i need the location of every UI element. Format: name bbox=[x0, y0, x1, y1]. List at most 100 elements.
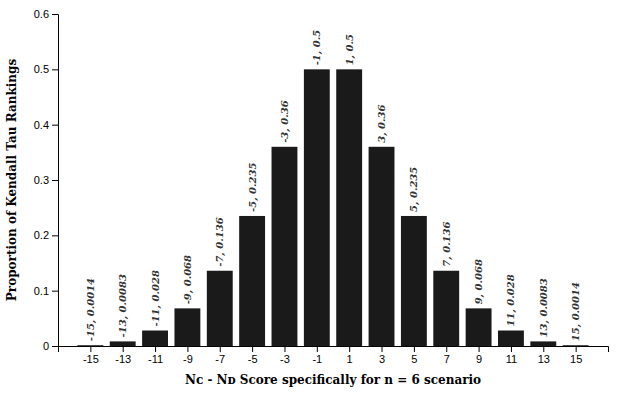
annotation: 7, 0.136 bbox=[441, 221, 453, 266]
x-tick-label: -7 bbox=[215, 353, 225, 365]
x-tick: 5 bbox=[411, 346, 417, 365]
x-tick-mark bbox=[284, 346, 285, 352]
x-tick: 15 bbox=[570, 346, 582, 365]
x-axis-title: Nᴄ - Nᴅ Score specifically for n = 6 sce… bbox=[185, 373, 481, 387]
x-tick-label: -9 bbox=[183, 353, 193, 365]
annotation: 1, 0.5 bbox=[344, 34, 356, 65]
x-tick: -9 bbox=[183, 346, 193, 365]
bar bbox=[433, 271, 459, 346]
x-tick-label: 9 bbox=[476, 353, 482, 365]
y-tick-mark bbox=[52, 125, 58, 126]
x-tick-mark bbox=[479, 346, 480, 352]
x-tick: -13 bbox=[115, 346, 131, 365]
x-tick-mark bbox=[382, 346, 383, 352]
y-axis: 0 0.1 0.2 0.3 0.4 0.5 0.6 bbox=[34, 8, 59, 352]
bar bbox=[77, 345, 103, 346]
x-tick-mark bbox=[123, 346, 124, 352]
bar bbox=[272, 147, 298, 346]
x-tick-mark bbox=[252, 346, 253, 352]
annotation: -3, 0.36 bbox=[279, 100, 291, 142]
y-tick-mark bbox=[52, 346, 58, 347]
y-tick-label: 0.6 bbox=[34, 8, 49, 20]
annotation: -11, 0.028 bbox=[150, 270, 162, 326]
x-tick-label: 15 bbox=[570, 353, 582, 365]
x-tick: 7 bbox=[444, 346, 450, 365]
x-tick: -11 bbox=[148, 346, 163, 365]
bar bbox=[369, 147, 395, 346]
bar bbox=[401, 216, 427, 346]
x-tick-label: -5 bbox=[248, 353, 258, 365]
y-axis-line bbox=[52, 15, 59, 347]
x-tick-mark bbox=[511, 346, 512, 352]
y-tick-mark bbox=[52, 235, 58, 236]
bar bbox=[530, 341, 556, 346]
annotation: -9, 0.068 bbox=[182, 255, 194, 304]
x-tick-mark bbox=[414, 346, 415, 352]
x-axis-line bbox=[59, 347, 609, 353]
x-tick-label: 13 bbox=[538, 353, 550, 365]
annotation: -13, 0.0083 bbox=[117, 274, 129, 337]
x-tick-label: -15 bbox=[83, 353, 99, 365]
bar bbox=[207, 271, 233, 346]
x-tick-mark bbox=[155, 346, 156, 352]
y-tick-mark bbox=[52, 14, 58, 15]
plot: -15-13-11-9-7-5-3-11357911131500.10.20.3… bbox=[34, 8, 609, 365]
x-tick-label: -1 bbox=[312, 353, 322, 365]
y-tick: 0.1 bbox=[34, 285, 58, 297]
bar bbox=[466, 308, 492, 346]
x-tick-mark bbox=[317, 346, 318, 352]
x-tick-mark bbox=[446, 346, 447, 352]
x-axis: -15-13-11-9-7-5-3-113579111315 bbox=[59, 346, 609, 365]
x-tick-label: -11 bbox=[148, 353, 163, 365]
bar bbox=[110, 341, 136, 346]
x-tick-label: 5 bbox=[411, 353, 417, 365]
y-tick-label: 0.3 bbox=[34, 174, 49, 186]
y-tick: 0.6 bbox=[34, 8, 58, 20]
bar bbox=[304, 69, 330, 346]
y-tick-mark bbox=[52, 69, 58, 70]
annotation: 13, 0.0083 bbox=[538, 278, 550, 337]
bar bbox=[142, 331, 168, 346]
x-tick-label: 3 bbox=[379, 353, 385, 365]
y-tick: 0.2 bbox=[34, 229, 58, 241]
x-tick-mark bbox=[576, 346, 577, 352]
annotation: 5, 0.235 bbox=[408, 167, 420, 212]
x-tick: 1 bbox=[347, 346, 353, 365]
x-tick: -3 bbox=[280, 346, 290, 365]
annotation: 9, 0.068 bbox=[473, 259, 485, 304]
bar bbox=[563, 345, 589, 346]
x-tick: 9 bbox=[476, 346, 482, 365]
y-tick: 0 bbox=[43, 340, 58, 352]
x-tick-label: 11 bbox=[506, 353, 517, 365]
y-axis-title: Proportion of Kendall Tau Rankings bbox=[5, 59, 19, 302]
x-tick: -5 bbox=[248, 346, 258, 365]
annotation: 3, 0.36 bbox=[376, 104, 388, 142]
x-tick-mark bbox=[90, 346, 91, 352]
annotation: 11, 0.028 bbox=[505, 274, 517, 326]
x-tick-mark bbox=[187, 346, 188, 352]
y-tick: 0.4 bbox=[34, 119, 58, 131]
bar bbox=[239, 216, 265, 346]
y-tick-mark bbox=[52, 291, 58, 292]
y-tick-label: 0.2 bbox=[34, 229, 49, 241]
annotation: -1, 0.5 bbox=[311, 30, 323, 66]
x-tick-label: -3 bbox=[280, 353, 290, 365]
annotation: -15, 0.0014 bbox=[85, 278, 97, 341]
bar bbox=[498, 331, 524, 346]
x-tick-label: 1 bbox=[347, 353, 353, 365]
x-tick-label: 7 bbox=[444, 353, 450, 365]
x-tick: 13 bbox=[538, 346, 550, 365]
y-tick-label: 0.5 bbox=[34, 63, 49, 75]
x-tick: -1 bbox=[312, 346, 322, 365]
x-tick-mark bbox=[349, 346, 350, 352]
annotations: -15, 0.0014 -13, 0.0083 -11, 0.028 -9, 0.06… bbox=[85, 30, 582, 341]
x-tick-mark bbox=[543, 346, 544, 352]
annotation: -5, 0.235 bbox=[247, 163, 259, 212]
y-tick-label: 0.1 bbox=[34, 285, 49, 297]
annotation: -7, 0.136 bbox=[214, 217, 226, 266]
bar bbox=[174, 308, 200, 346]
bar bbox=[336, 69, 362, 346]
y-tick-label: 0.4 bbox=[34, 119, 49, 131]
y-tick: 0.5 bbox=[34, 63, 58, 75]
x-tick: -7 bbox=[215, 346, 225, 365]
